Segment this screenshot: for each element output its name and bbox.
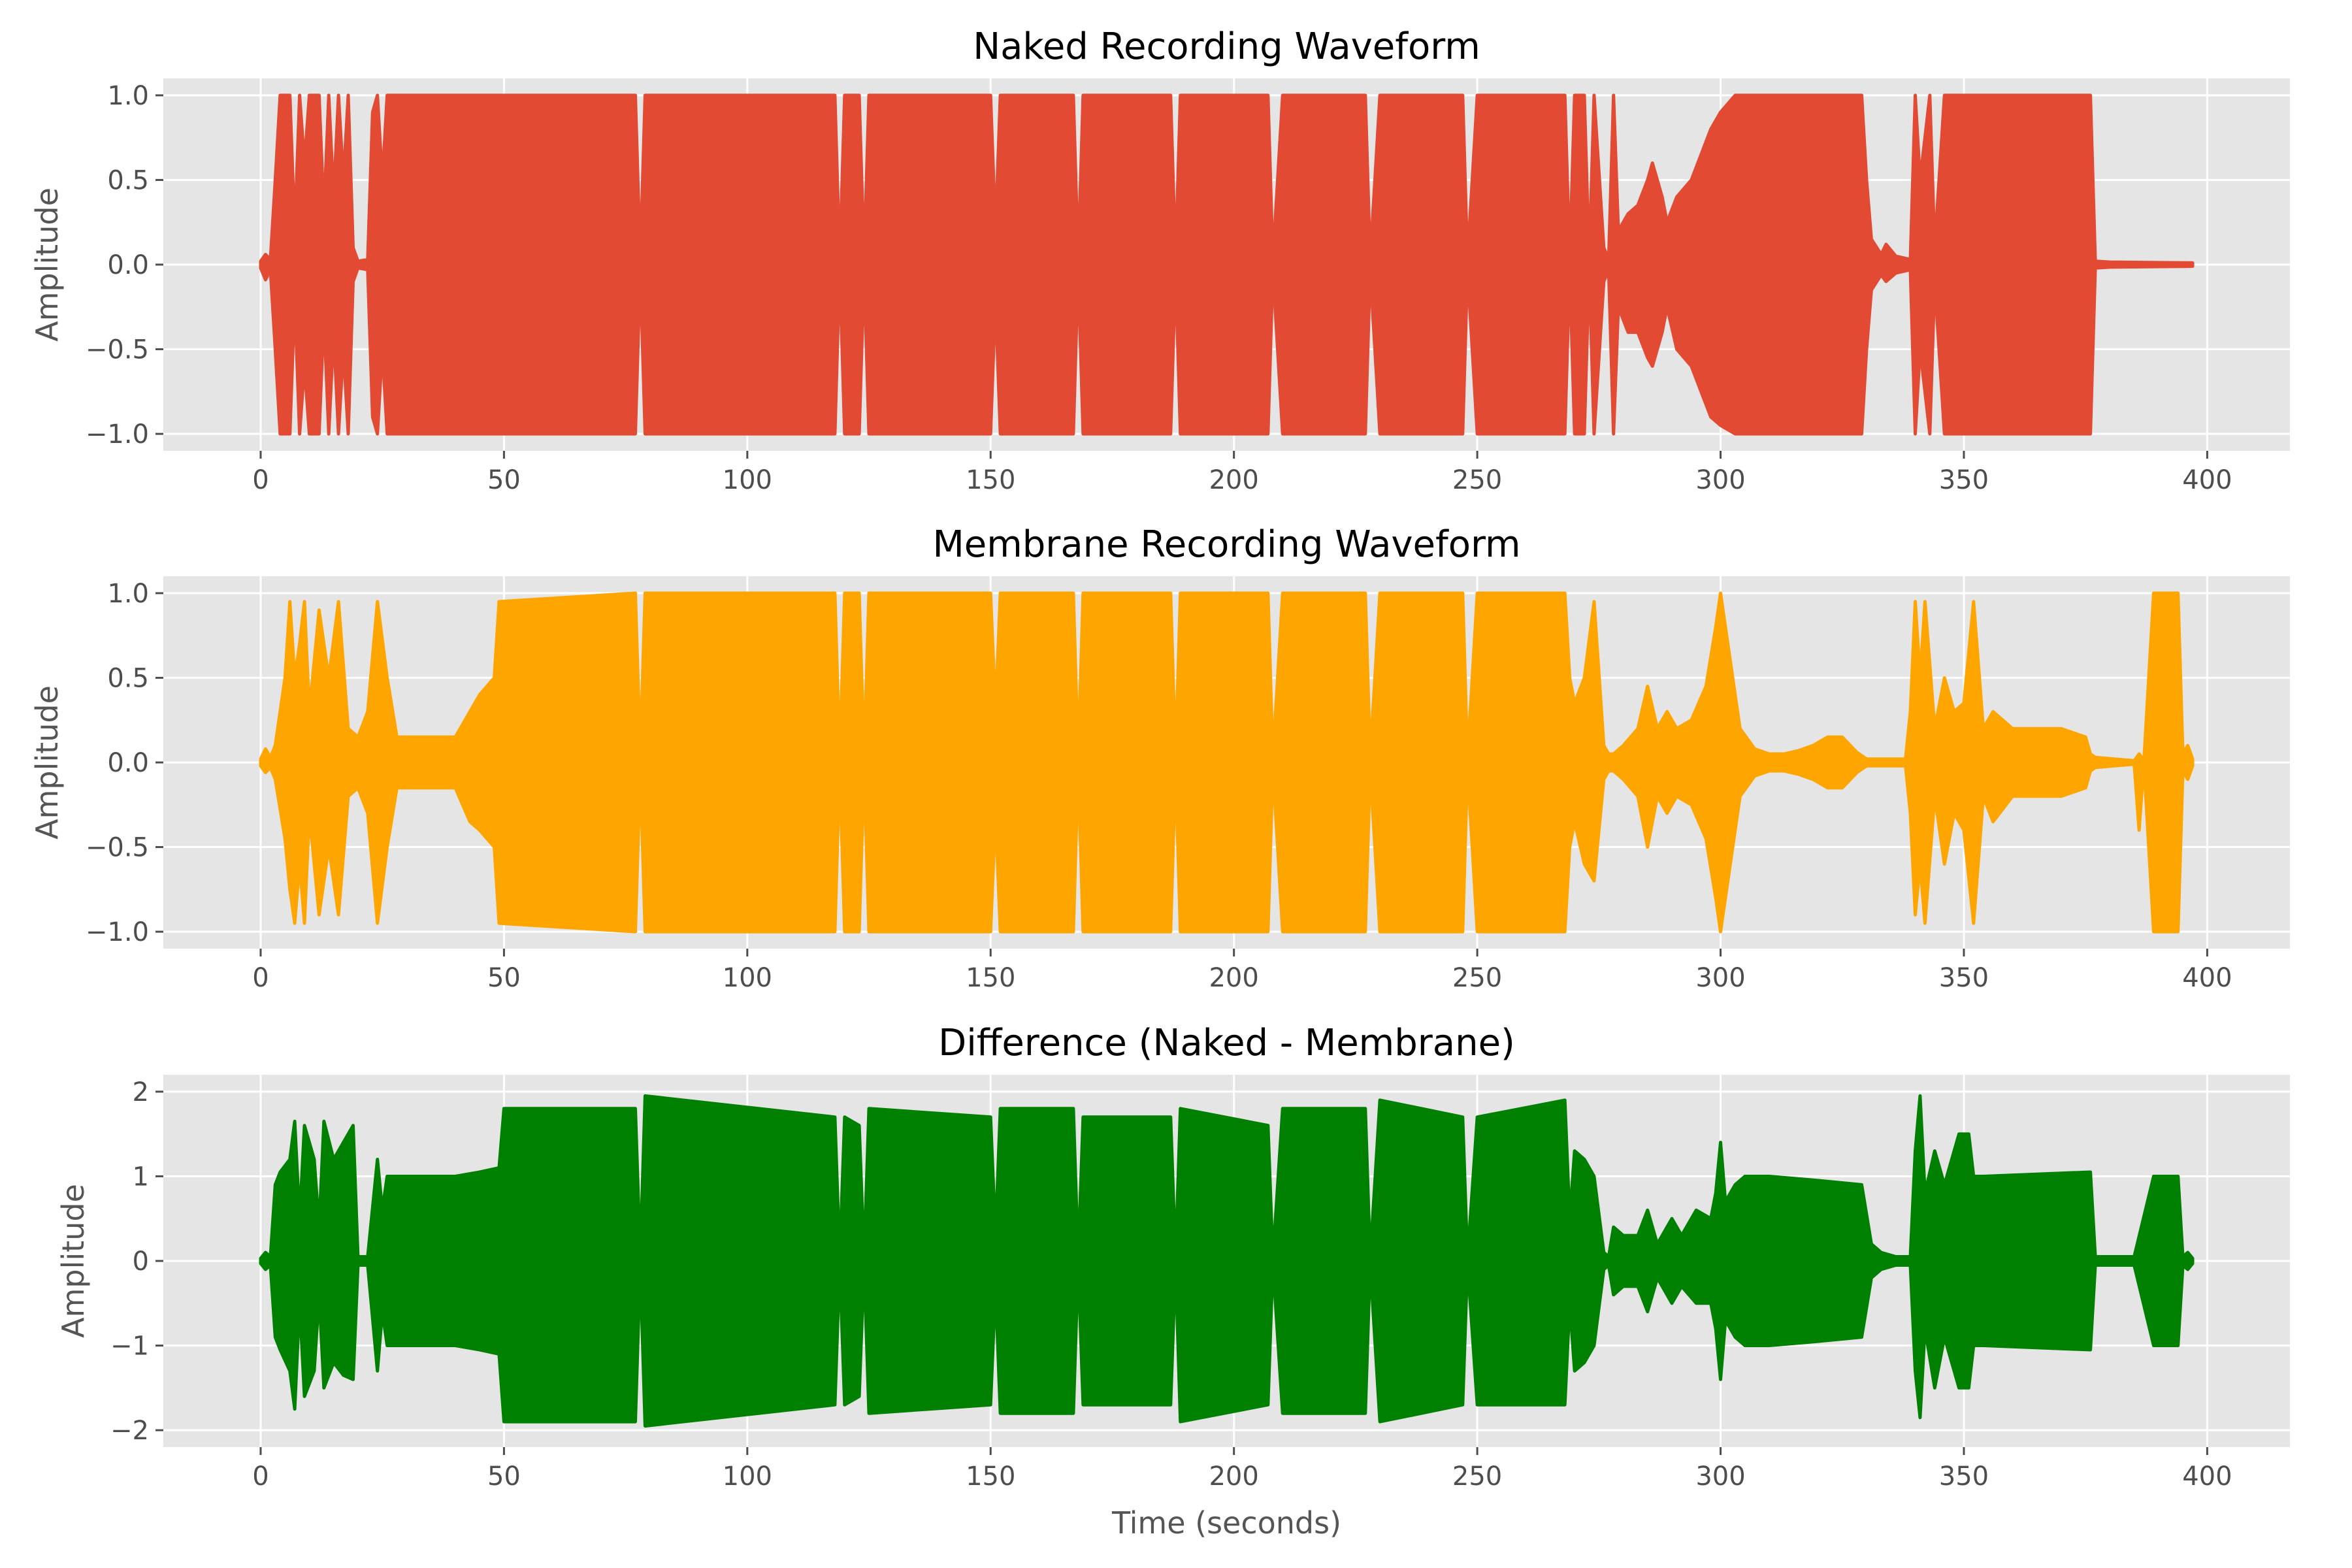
x-tick-label: 100	[723, 1462, 772, 1492]
x-tick-label: 100	[723, 465, 772, 495]
x-tick-label: 400	[2182, 963, 2232, 993]
y-axis-label: Amplitude	[56, 1184, 91, 1338]
x-tick-label: 0	[252, 465, 269, 495]
y-tick-label: 1	[133, 1162, 149, 1192]
x-tick-label: 300	[1695, 963, 1745, 993]
x-tick-label: 350	[1939, 1462, 1989, 1492]
y-axis-label: Amplitude	[29, 685, 65, 840]
waveform-series	[259, 591, 2195, 934]
x-tick-label: 150	[966, 1462, 1015, 1492]
x-tick-label: 250	[1452, 1462, 1502, 1492]
y-tick-label: 0	[133, 1247, 149, 1277]
x-tick-label: 50	[487, 963, 521, 993]
y-tick-label: 0.0	[107, 748, 149, 778]
x-tick-label: 400	[2182, 1462, 2232, 1492]
y-axis-label: Amplitude	[29, 188, 65, 342]
chart-title: Difference (Naked - Membrane)	[938, 1022, 1515, 1064]
chart-title: Membrane Recording Waveform	[932, 523, 1520, 566]
x-tick-label: 300	[1695, 465, 1745, 495]
chart-panel-2: 0 50 100 150 200 250 300 350 400 1.0 0.5 0.0 −0.5 −1.…	[29, 523, 2290, 993]
x-tick-label: 150	[966, 963, 1015, 993]
x-tick-label: 200	[1209, 465, 1258, 495]
x-axis-label: Time (seconds)	[1111, 1505, 1341, 1541]
chart-panel-3: 0 50 100 150 200 250 300 350 400 2 1 0 −1 −2 Differenc…	[56, 1022, 2290, 1541]
y-tick-label: 1.0	[107, 81, 149, 111]
x-tick-label: 200	[1209, 1462, 1258, 1492]
y-tick-label: 0.5	[107, 165, 149, 195]
x-tick-label: 0	[252, 1462, 269, 1492]
x-tick-label: 100	[723, 963, 772, 993]
x-tick-label: 0	[252, 963, 269, 993]
x-tick-label: 50	[487, 1462, 521, 1492]
y-tick-label: −0.5	[86, 335, 149, 365]
x-tick-label: 50	[487, 465, 521, 495]
x-tick-label: 250	[1452, 465, 1502, 495]
x-tick-label: 400	[2182, 465, 2232, 495]
x-tick-label: 250	[1452, 963, 1502, 993]
x-tick-label: 350	[1939, 963, 1989, 993]
x-tick-label: 200	[1209, 963, 1258, 993]
y-tick-label: −1.0	[86, 917, 149, 947]
y-tick-label: −1.0	[86, 419, 149, 449]
y-tick-label: 1.0	[107, 579, 149, 609]
waveform-series	[259, 1094, 2195, 1428]
chart-panel-1: 0 50 100 150 200 250 300 350 400 1.0 0.5 0.0 −0.5 −1.…	[29, 25, 2290, 495]
y-tick-label: 0.5	[107, 663, 149, 693]
y-tick-label: 2	[133, 1077, 149, 1107]
y-tick-label: −1	[110, 1331, 149, 1362]
y-tick-label: −2	[110, 1416, 149, 1446]
x-tick-label: 300	[1695, 1462, 1745, 1492]
y-tick-label: −0.5	[86, 833, 149, 863]
y-tick-label: 0.0	[107, 250, 149, 280]
chart-title: Naked Recording Waveform	[973, 25, 1480, 68]
waveform-series	[259, 93, 2195, 436]
x-tick-label: 150	[966, 465, 1015, 495]
x-tick-label: 350	[1939, 465, 1989, 495]
